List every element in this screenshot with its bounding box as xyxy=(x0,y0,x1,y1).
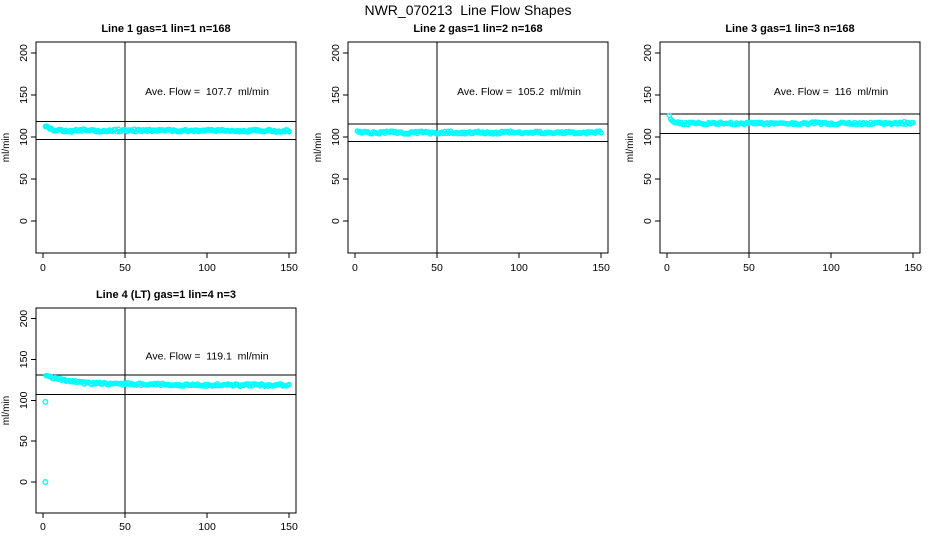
y-axis-label: ml/min xyxy=(625,133,636,162)
data-points xyxy=(354,128,604,137)
panel-title: Line 4 (LT) gas=1 lin=4 n=3 xyxy=(96,289,236,301)
outlier-point xyxy=(42,398,49,405)
panel-4: 0 50 100 150 200 0 50 100 150 ml/min Line 4 (LT) g… xyxy=(0,276,312,540)
panel-title: Line 2 gas=1 lin=2 n=168 xyxy=(413,23,542,35)
plot-box xyxy=(347,41,609,254)
x-tick-label: 150 xyxy=(592,262,610,274)
x-tick-label: 100 xyxy=(822,262,840,274)
y-tick-label: 200 xyxy=(330,44,342,62)
y-tick-label: 200 xyxy=(18,44,30,62)
y-tick-label: 0 xyxy=(330,218,342,224)
x-tick-label: 0 xyxy=(40,521,46,533)
plot-box xyxy=(659,41,921,254)
y-tick-label: 100 xyxy=(18,391,30,409)
y-tick-label: 0 xyxy=(18,479,30,485)
x-tick-label: 50 xyxy=(119,262,131,274)
panel-3: 0 50 100 150 200 0 50 100 150 ml/min Line 3 gas=1 … xyxy=(624,14,936,280)
y-tick-label: 100 xyxy=(642,128,654,146)
y-tick-label: 50 xyxy=(18,435,30,447)
annotation-ave-flow: Ave. Flow = 119.1 ml/min xyxy=(146,350,269,362)
x-tick-label: 50 xyxy=(743,262,755,274)
x-tick-label: 100 xyxy=(198,262,216,274)
y-axis-label: ml/min xyxy=(1,396,12,425)
panel-2: 0 50 100 150 200 0 50 100 150 ml/min Line 2 gas=1 … xyxy=(312,14,624,280)
y-tick-label: 150 xyxy=(18,351,30,369)
x-tick-label: 0 xyxy=(40,262,46,274)
chart-3: 0 50 100 150 200 0 50 100 150 ml/min Line 3 gas=1 … xyxy=(625,23,922,274)
x-tick-label: 50 xyxy=(431,262,443,274)
x-tick-label: 50 xyxy=(119,521,131,533)
plot-box xyxy=(35,307,297,514)
x-tick-label: 0 xyxy=(352,262,358,274)
main-title: NWR_070213 Line Flow Shapes xyxy=(364,2,572,18)
x-tick-label: 150 xyxy=(280,521,298,533)
annotation-ave-flow: Ave. Flow = 107.7 ml/min xyxy=(145,86,269,98)
y-tick-label: 50 xyxy=(330,173,342,185)
y-tick-label: 0 xyxy=(642,218,654,224)
y-tick-label: 100 xyxy=(330,128,342,146)
annotation-ave-flow: Ave. Flow = 105.2 ml/min xyxy=(457,86,581,98)
y-axis-label: ml/min xyxy=(313,133,324,162)
y-tick-label: 200 xyxy=(642,44,654,62)
x-tick-label: 150 xyxy=(280,262,298,274)
panel-title: Line 1 gas=1 lin=1 n=168 xyxy=(101,23,230,35)
x-tick-label: 100 xyxy=(510,262,528,274)
y-tick-label: 150 xyxy=(18,86,30,104)
y-tick-label: 150 xyxy=(642,86,654,104)
chart-1: 0 50 100 150 200 0 50 100 150 ml/min Line 1 gas=1 … xyxy=(1,23,298,274)
y-tick-label: 50 xyxy=(642,173,654,185)
y-tick-label: 150 xyxy=(330,86,342,104)
y-tick-label: 200 xyxy=(18,310,30,328)
y-tick-label: 50 xyxy=(18,173,30,185)
x-tick-label: 0 xyxy=(664,262,670,274)
panel-title: Line 3 gas=1 lin=3 n=168 xyxy=(725,23,854,35)
y-tick-label: 100 xyxy=(18,128,30,146)
panel-1: 0 50 100 150 200 0 50 100 150 ml/min Line 1 gas=1 … xyxy=(0,14,312,280)
chart-4: 0 50 100 150 200 0 50 100 150 ml/min Line 4 (LT) g… xyxy=(1,289,298,533)
x-tick-label: 100 xyxy=(198,521,216,533)
outlier-point xyxy=(42,478,49,485)
annotation-ave-flow: Ave. Flow = 116 ml/min xyxy=(774,86,888,98)
y-tick-label: 0 xyxy=(18,218,30,224)
y-axis-label: ml/min xyxy=(1,133,12,162)
data-points xyxy=(42,372,292,485)
data-points xyxy=(42,123,292,135)
data-points xyxy=(666,112,916,128)
chart-2: 0 50 100 150 200 0 50 100 150 ml/min Line 2 gas=1 … xyxy=(313,23,610,274)
plot-box xyxy=(35,41,297,254)
x-tick-label: 150 xyxy=(904,262,922,274)
